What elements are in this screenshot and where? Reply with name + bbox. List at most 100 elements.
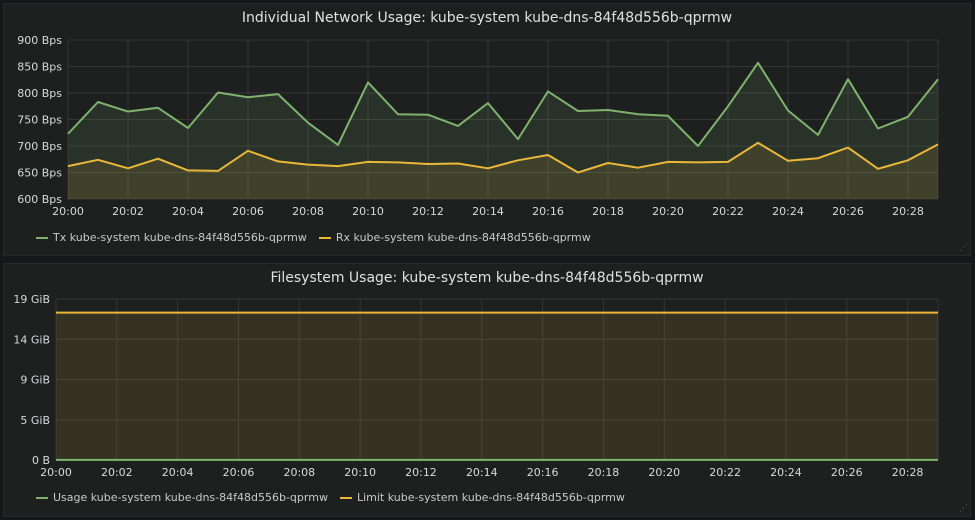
legend-item-rx[interactable]: Rx kube-system kube-dns-84f48d556b-qprmw (318, 231, 591, 244)
x-tick-label: 20:26 (831, 466, 863, 479)
y-tick-label: 9 GiB (20, 374, 50, 387)
data-point[interactable] (606, 160, 611, 165)
data-point[interactable] (546, 89, 551, 94)
x-tick-label: 20:02 (101, 466, 133, 479)
legend-item-tx[interactable]: Tx kube-system kube-dns-84f48d556b-qprmw (36, 231, 307, 244)
data-point[interactable] (936, 457, 941, 462)
data-point[interactable] (156, 156, 161, 161)
data-point[interactable] (576, 170, 581, 175)
data-point[interactable] (576, 109, 581, 114)
data-point[interactable] (216, 168, 221, 173)
data-point[interactable] (786, 108, 791, 113)
data-point[interactable] (516, 137, 521, 142)
data-point[interactable] (936, 142, 941, 147)
data-point[interactable] (306, 120, 311, 125)
data-point[interactable] (696, 160, 701, 165)
x-tick-label: 20:20 (648, 466, 680, 479)
x-tick-label: 20:12 (412, 205, 444, 218)
data-point[interactable] (876, 166, 881, 171)
data-point[interactable] (876, 126, 881, 131)
data-point[interactable] (936, 310, 941, 315)
data-point[interactable] (396, 160, 401, 165)
resize-handle-icon[interactable]: ⋰ (959, 243, 968, 253)
series-area (68, 142, 938, 199)
data-point[interactable] (96, 100, 101, 105)
data-point[interactable] (486, 166, 491, 171)
data-point[interactable] (516, 158, 521, 163)
data-point[interactable] (636, 112, 641, 117)
data-point[interactable] (336, 142, 341, 147)
data-point[interactable] (816, 132, 821, 137)
x-tick-label: 20:04 (162, 466, 194, 479)
network-usage-panel: Individual Network Usage: kube-system ku… (3, 3, 971, 256)
panel-title[interactable]: Filesystem Usage: kube-system kube-dns-8… (270, 270, 704, 286)
data-point[interactable] (906, 158, 911, 163)
data-point[interactable] (96, 157, 101, 162)
data-point[interactable] (666, 113, 671, 118)
x-tick-label: 20:16 (532, 205, 564, 218)
data-point[interactable] (636, 165, 641, 170)
y-tick-label: 600 Bps (17, 193, 62, 206)
data-point[interactable] (126, 109, 131, 114)
data-point[interactable] (456, 123, 461, 128)
data-point[interactable] (216, 90, 221, 95)
filesystem-usage-chart: 0 B 5 GiB 9 GiB 14 GiB 19 GiB 20:00 20:02 20:04… (13, 293, 941, 479)
legend-item-limit[interactable]: Limit kube-system kube-dns-84f48d556b-qp… (339, 491, 625, 504)
data-point[interactable] (426, 112, 431, 117)
data-point[interactable] (486, 101, 491, 106)
data-point[interactable] (426, 162, 431, 167)
data-point[interactable] (336, 164, 341, 169)
data-point[interactable] (54, 310, 59, 315)
data-point[interactable] (156, 105, 161, 110)
data-point[interactable] (126, 166, 131, 171)
data-point[interactable] (816, 156, 821, 161)
data-point[interactable] (726, 104, 731, 109)
series-area (68, 62, 938, 199)
resize-handle-icon[interactable]: ⋰ (959, 504, 968, 514)
data-point[interactable] (546, 153, 551, 158)
data-point[interactable] (366, 159, 371, 164)
network-usage-chart: 600 Bps 650 Bps 700 Bps 750 Bps 800 Bps 850 B… (17, 34, 941, 218)
x-tick-label: 20:24 (772, 205, 804, 218)
x-tick-label: 20:14 (466, 466, 498, 479)
data-point[interactable] (54, 457, 59, 462)
data-point[interactable] (246, 95, 251, 100)
y-tick-label: 19 GiB (13, 293, 50, 306)
data-point[interactable] (846, 145, 851, 150)
x-tick-label: 20:12 (405, 466, 437, 479)
data-point[interactable] (906, 114, 911, 119)
series-line[interactable] (67, 141, 939, 174)
x-tick-label: 20:00 (40, 466, 72, 479)
data-point[interactable] (756, 140, 761, 145)
y-tick-label: 900 Bps (17, 34, 62, 47)
panel-title[interactable]: Individual Network Usage: kube-system ku… (241, 10, 733, 26)
data-point[interactable] (786, 158, 791, 163)
data-point[interactable] (726, 159, 731, 164)
data-point[interactable] (186, 125, 191, 130)
chart-legend: Tx kube-system kube-dns-84f48d556b-qprmw… (36, 231, 591, 244)
data-point[interactable] (246, 148, 251, 153)
data-point[interactable] (306, 162, 311, 167)
data-point[interactable] (276, 159, 281, 164)
series-line[interactable] (67, 61, 939, 147)
data-point[interactable] (606, 107, 611, 112)
data-point[interactable] (666, 159, 671, 164)
data-point[interactable] (66, 164, 71, 169)
y-tick-label: 800 Bps (17, 87, 62, 100)
data-point[interactable] (186, 168, 191, 173)
data-point[interactable] (696, 144, 701, 149)
grid (67, 39, 939, 200)
data-point[interactable] (396, 112, 401, 117)
data-point[interactable] (756, 60, 761, 65)
data-point[interactable] (366, 80, 371, 85)
data-point[interactable] (846, 77, 851, 82)
chart-legend: Usage kube-system kube-dns-84f48d556b-qp… (36, 491, 625, 504)
data-point[interactable] (456, 161, 461, 166)
x-tick-label: 20:18 (592, 205, 624, 218)
data-point[interactable] (276, 92, 281, 97)
legend-item-usage[interactable]: Usage kube-system kube-dns-84f48d556b-qp… (36, 491, 328, 504)
x-tick-label: 20:28 (892, 205, 924, 218)
data-point[interactable] (66, 131, 71, 136)
data-point[interactable] (936, 77, 941, 82)
legend-swatch (36, 236, 48, 239)
